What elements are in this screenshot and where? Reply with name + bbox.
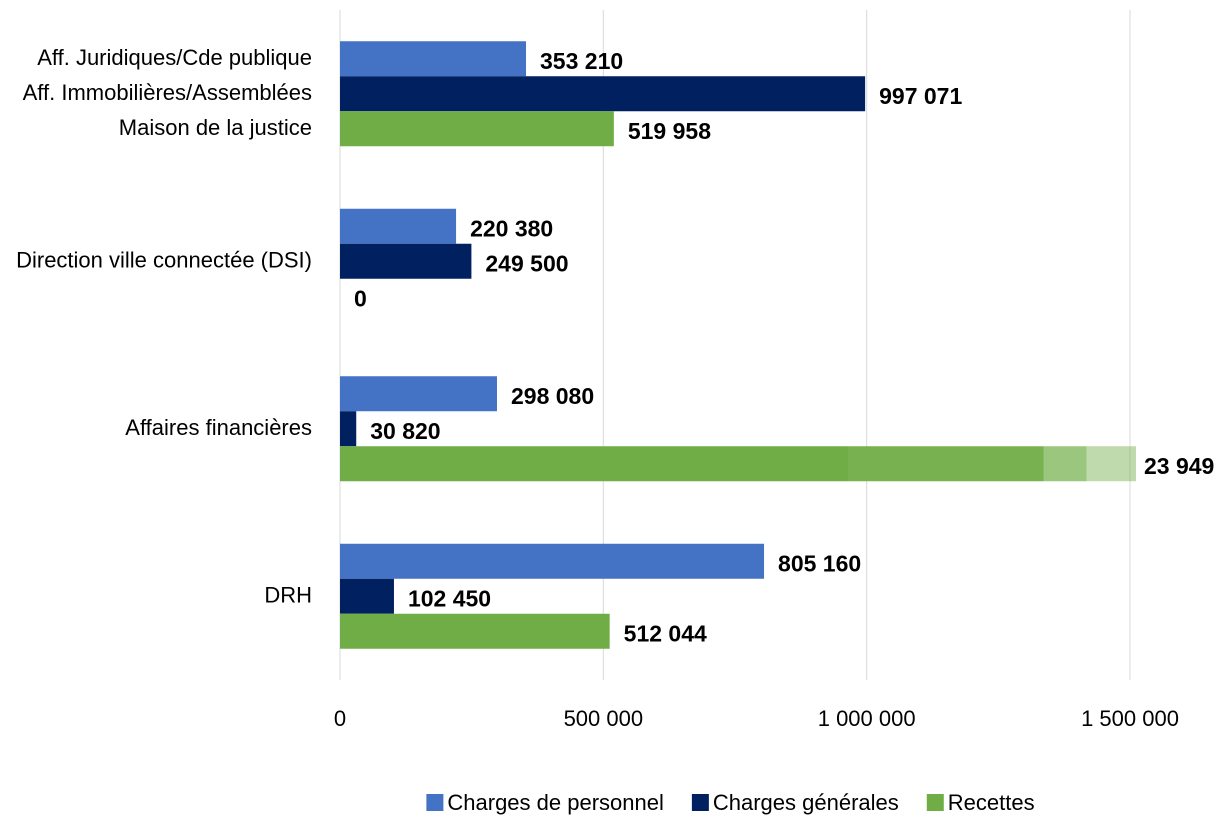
value-label: 0 <box>354 285 367 311</box>
y-tick-label: Direction ville connectée (DSI) <box>16 247 312 272</box>
value-label: 249 500 <box>485 250 568 276</box>
y-tick-label: Aff. Juridiques/Cde publique Aff. Immobil… <box>23 45 312 140</box>
value-label: 23 949 111 <box>1144 453 1221 479</box>
bar <box>340 446 1136 482</box>
legend-swatch <box>926 794 944 811</box>
x-tick-label: 1 000 000 <box>818 706 916 731</box>
bar <box>340 578 394 614</box>
legend-label: Charges de personnel <box>447 790 663 815</box>
legend-swatch <box>426 794 444 811</box>
bar <box>340 411 357 447</box>
legend-label: Charges générales <box>713 790 899 815</box>
bar <box>340 543 765 579</box>
value-label: 805 160 <box>778 550 861 576</box>
value-label: 519 958 <box>628 118 711 144</box>
x-tick-label: 1 500 000 <box>1081 706 1179 731</box>
value-label: 997 071 <box>879 83 962 109</box>
bar <box>340 613 610 649</box>
value-label: 298 080 <box>511 383 594 409</box>
legend-swatch <box>691 794 709 811</box>
value-label: 102 450 <box>408 585 491 611</box>
value-label: 220 380 <box>470 215 553 241</box>
y-tick-label: DRH <box>264 582 312 607</box>
bar <box>340 76 866 112</box>
legend: Charges de personnel Charges générales Rec… <box>426 790 1035 815</box>
x-tick-label: 500 000 <box>564 706 644 731</box>
x-tick-label: 0 <box>334 706 346 731</box>
bar <box>340 41 527 77</box>
bar <box>340 208 457 244</box>
legend-label: Recettes <box>948 790 1035 815</box>
value-label: 353 210 <box>540 48 623 74</box>
value-label: 512 044 <box>624 620 707 646</box>
y-tick-label: Affaires financières <box>125 415 312 440</box>
bar <box>340 111 614 147</box>
bar <box>340 243 472 279</box>
bar <box>340 376 497 412</box>
value-label: 30 820 <box>370 418 440 444</box>
